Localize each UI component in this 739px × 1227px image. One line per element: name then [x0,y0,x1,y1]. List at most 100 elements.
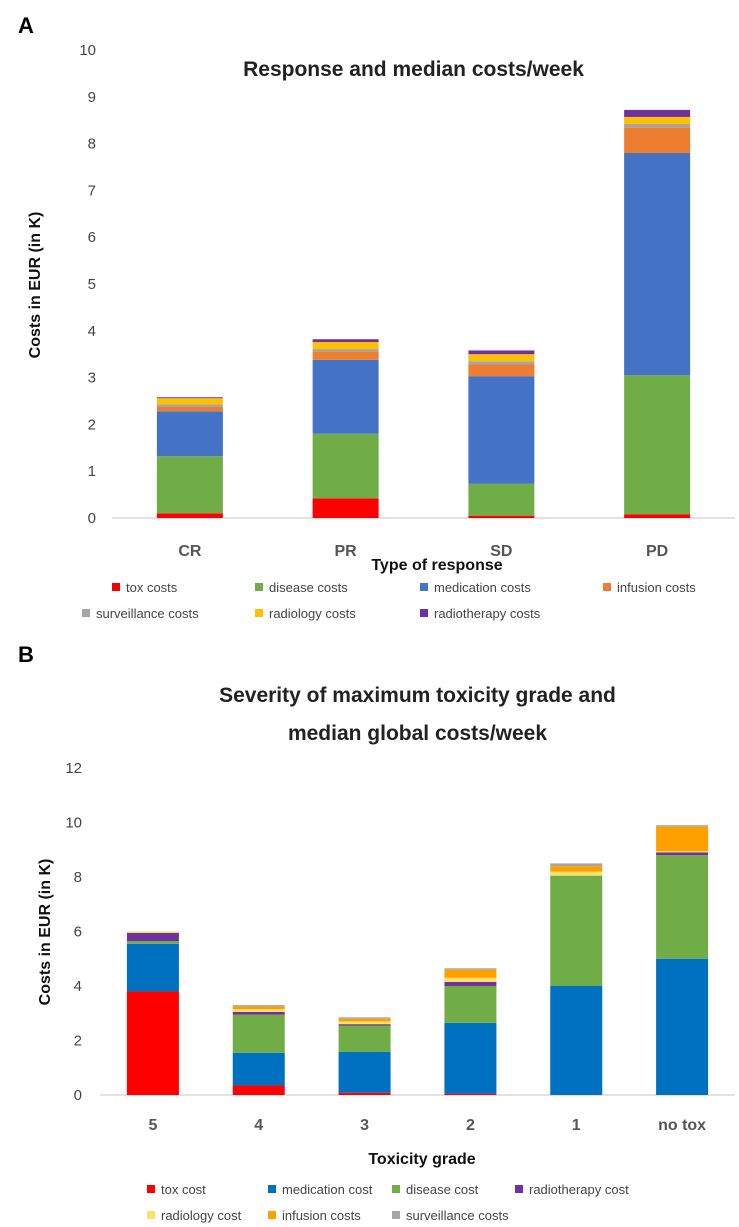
legend-label: surveillance costs [96,606,199,621]
bar-segment [624,152,691,376]
y-tick-label: 7 [88,182,96,199]
y-tick-label: 5 [88,276,96,293]
bar-segment [444,986,497,1023]
legend-label: infusion costs [282,1208,361,1223]
bar-segment [468,354,535,362]
bar-segment [624,123,691,128]
x-tick-label: PR [335,543,358,560]
legend-label: infusion costs [617,580,696,595]
y-tick-label: 0 [74,1087,82,1104]
bar-segment [312,433,379,499]
legend-label: medication cost [282,1182,373,1197]
bar-segment [444,968,497,970]
y-tick-label: 2 [74,1033,82,1050]
y-tick-label: 10 [79,42,96,59]
legend-swatch [147,1211,155,1219]
bar-segment [338,1051,391,1093]
bar-segment [338,1018,391,1022]
bar-segment [312,349,379,352]
x-axis-label: Toxicity grade [368,1151,475,1168]
bar-segment [232,1085,285,1095]
bar-segment [312,342,379,350]
chart-panel-a: A Response and median costs/week 0 1 2 3 4 5 6 7 8… [18,13,735,621]
legend-swatch [515,1185,523,1193]
legend-swatch [268,1211,276,1219]
bar-segment [624,116,691,124]
bar-segment [232,1005,285,1007]
y-tick-label: 4 [74,978,82,995]
bar-segment [156,397,223,399]
bar-segment [656,852,709,856]
bar-segment [550,875,603,986]
bar-segment [444,1022,497,1094]
bar-segment [468,361,535,365]
legend-label: radiotherapy cost [529,1182,629,1197]
chart-panel-b: B Severity of maximum toxicity grade and m… [18,642,735,1223]
legend-swatch [82,609,90,617]
bar-segment [550,866,603,872]
chart-title: Response and median costs/week [243,58,584,81]
bar-segment [312,359,379,434]
bar-segment [624,109,691,117]
bar-segment [550,986,603,1095]
y-tick-label: 9 [88,89,96,106]
bar-segment [656,825,709,827]
bar-segment [468,376,535,484]
bar-segment [126,932,179,942]
bar-segment [156,513,223,518]
y-tick-label: 2 [88,416,96,433]
chart-title: Severity of maximum toxicity grade and [219,684,616,707]
y-tick-label: 1 [88,463,96,480]
bar-segment [468,515,535,518]
x-tick-label: SD [490,543,512,560]
bar-segment [656,958,709,1095]
y-tick-label: 6 [74,924,82,941]
legend-swatch [420,583,428,591]
legend-label: radiotherapy costs [434,606,541,621]
y-tick-label: 12 [65,760,82,777]
bar-segment [156,406,223,412]
legend-swatch [268,1185,276,1193]
bar-segment [624,375,691,515]
x-tick-label: 5 [148,1117,157,1134]
chart-title: median global costs/week [288,722,547,745]
bar-segment [624,514,691,518]
panel-letter: B [18,642,34,667]
bar-segment [338,1092,391,1095]
y-tick-label: 6 [88,229,96,246]
x-tick-label: CR [178,543,202,560]
bar-segment [338,1024,391,1026]
bar-segment [126,931,179,933]
bar-segment [126,991,179,1095]
legend-swatch [255,609,263,617]
bar-segment [232,1014,285,1053]
bar-segment [156,456,223,514]
bar-segment [468,364,535,377]
y-tick-label: 3 [88,370,96,387]
x-tick-label: 4 [254,1117,263,1134]
bar-segment [338,1025,391,1052]
x-axis-label: Type of response [371,557,502,574]
panel-letter: A [18,13,34,38]
bar-segment [444,969,497,978]
bar-segment [338,1021,391,1025]
legend-label: medication costs [434,580,531,595]
legend-swatch [603,583,611,591]
bar-segment [156,398,223,405]
bar-segment [126,941,179,944]
legend-label: radiology costs [269,606,356,621]
bar-segment [468,350,535,355]
legend-swatch [392,1185,400,1193]
bar-segment [232,1011,285,1015]
bar-segment [156,404,223,407]
x-tick-label: no tox [658,1117,706,1134]
y-axis-label: Costs in EUR (in K) [37,859,54,1006]
bar-segment [444,977,497,982]
bar-segment [126,943,179,992]
legend-label: tox cost [161,1182,206,1197]
bar-segment [656,826,709,852]
y-tick-label: 4 [88,323,96,340]
bar-segment [232,1006,285,1010]
bar-segment [338,1017,391,1019]
